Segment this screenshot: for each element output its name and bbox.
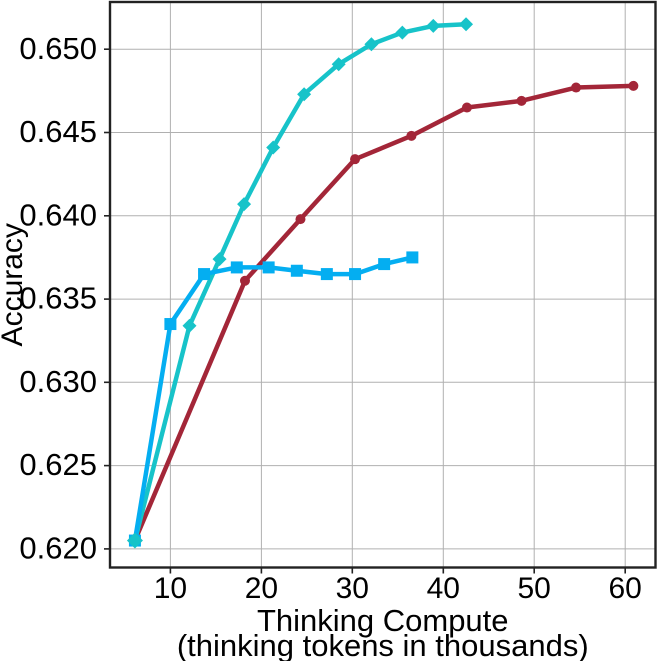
svg-text:10: 10 — [154, 572, 187, 605]
svg-text:0.635: 0.635 — [19, 281, 97, 316]
svg-text:0.630: 0.630 — [19, 364, 97, 399]
svg-text:50: 50 — [518, 572, 551, 605]
svg-text:30: 30 — [336, 572, 369, 605]
svg-text:60: 60 — [609, 572, 642, 605]
svg-text:0.650: 0.650 — [19, 31, 97, 66]
svg-text:20: 20 — [245, 572, 278, 605]
svg-text:40: 40 — [427, 572, 460, 605]
svg-text:0.620: 0.620 — [19, 531, 97, 566]
svg-text:Accuracy: Accuracy — [0, 223, 29, 346]
svg-text:(thinking tokens in thousands): (thinking tokens in thousands) — [177, 628, 589, 661]
svg-text:0.625: 0.625 — [19, 447, 97, 482]
svg-text:0.645: 0.645 — [19, 114, 97, 149]
svg-text:0.640: 0.640 — [19, 197, 97, 232]
